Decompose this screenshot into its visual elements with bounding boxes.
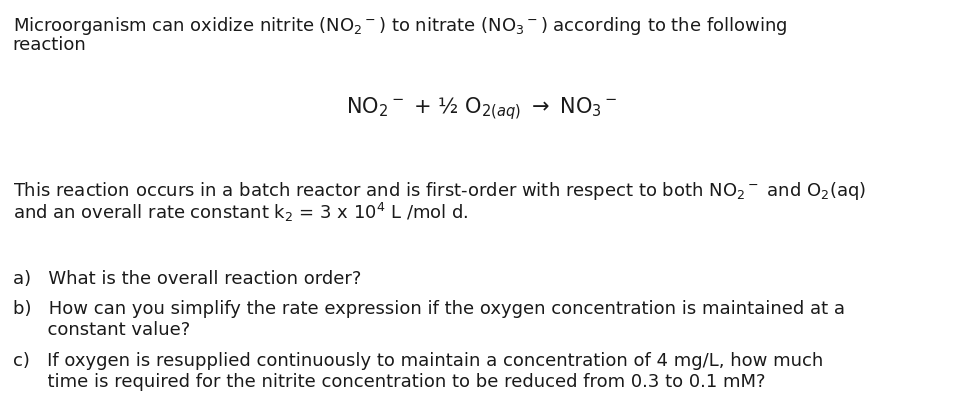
Text: b)   How can you simplify the rate expression if the oxygen concentration is mai: b) How can you simplify the rate express… bbox=[13, 299, 845, 317]
Text: This reaction occurs in a batch reactor and is first-order with respect to both : This reaction occurs in a batch reactor … bbox=[13, 180, 866, 202]
Text: NO$_2$$^-$ + ½ O$_{2(aq)}$ $\rightarrow$ NO$_3$$^-$: NO$_2$$^-$ + ½ O$_{2(aq)}$ $\rightarrow$… bbox=[346, 95, 617, 121]
Text: a)   What is the overall reaction order?: a) What is the overall reaction order? bbox=[13, 270, 361, 287]
Text: time is required for the nitrite concentration to be reduced from 0.3 to 0.1 mM?: time is required for the nitrite concent… bbox=[13, 372, 765, 390]
Text: Microorganism can oxidize nitrite (NO$_2$$^-$) to nitrate (NO$_3$$^-$) according: Microorganism can oxidize nitrite (NO$_2… bbox=[13, 15, 787, 37]
Text: c)   If oxygen is resupplied continuously to maintain a concentration of 4 mg/L,: c) If oxygen is resupplied continuously … bbox=[13, 351, 822, 369]
Text: reaction: reaction bbox=[13, 36, 87, 54]
Text: and an overall rate constant k$_2$ = 3 x 10$^4$ L /mol d.: and an overall rate constant k$_2$ = 3 x… bbox=[13, 200, 468, 224]
Text: constant value?: constant value? bbox=[13, 320, 190, 338]
